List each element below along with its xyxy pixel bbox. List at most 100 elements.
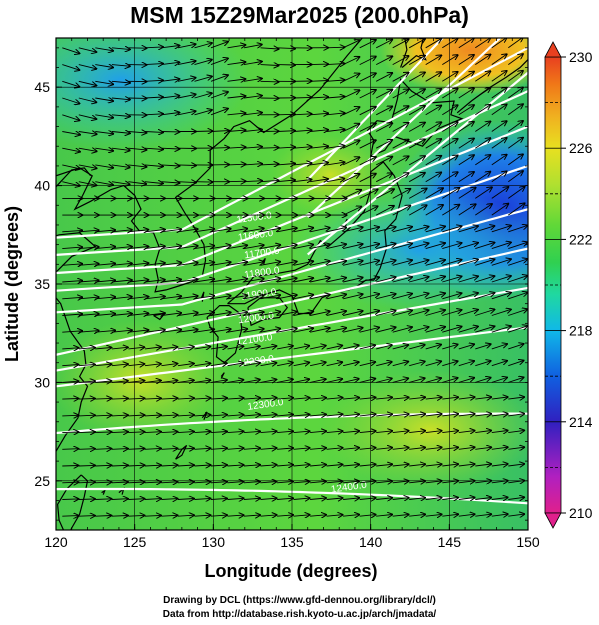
wind-vector (243, 431, 260, 432)
wind-vector (227, 113, 246, 115)
wind-vector (310, 97, 328, 98)
wind-vector (227, 498, 244, 499)
wind-vector (128, 398, 144, 399)
wind-vector (111, 415, 128, 416)
wind-vector (475, 172, 490, 183)
wind-vector (144, 465, 161, 466)
wind-vector (475, 276, 494, 283)
wind-vector (177, 330, 198, 333)
y-tick-label: 45 (34, 79, 50, 95)
wind-vector (260, 448, 277, 449)
wind-vector (310, 465, 326, 466)
wind-vector (210, 498, 227, 499)
wind-vector (376, 244, 395, 250)
wind-vector (293, 515, 310, 516)
wind-vector (425, 89, 442, 99)
wind-vector (359, 414, 376, 416)
wind-vector (293, 398, 310, 399)
wind-vector (144, 381, 161, 383)
wind-vector (442, 310, 461, 316)
wind-vector (342, 207, 361, 216)
wind-vector (508, 514, 524, 516)
wind-vector (194, 262, 215, 265)
x-tick-label: 150 (516, 534, 540, 550)
wind-vector (177, 165, 196, 166)
wind-vector (78, 465, 95, 466)
wind-vector (144, 230, 165, 232)
wind-vector (359, 90, 376, 99)
wind-vector (227, 262, 248, 265)
wind-vector (194, 498, 211, 499)
wind-vector (210, 262, 231, 265)
wind-vector (111, 432, 128, 433)
wind-vector (458, 481, 475, 483)
wind-vector (293, 312, 314, 316)
wind-vector (128, 230, 148, 232)
wind-vector (177, 263, 198, 266)
wind-vector (78, 132, 97, 135)
wind-vector (376, 227, 395, 233)
wind-vector (243, 228, 264, 233)
coastline-segment (206, 305, 243, 364)
wind-vector (458, 55, 474, 65)
wind-vector (425, 514, 442, 516)
wind-vector (144, 114, 163, 115)
wind-vector (62, 348, 78, 349)
wind-vector (95, 247, 115, 249)
wind-vector (277, 228, 297, 233)
wind-vector (310, 431, 326, 433)
wind-vector (326, 261, 347, 266)
wind-vector (260, 346, 277, 349)
wind-vector (210, 296, 231, 299)
wind-vector (78, 331, 99, 333)
wind-vector (111, 347, 128, 349)
wind-vector (128, 297, 148, 299)
wind-vector (95, 348, 111, 349)
wind-vector (95, 449, 111, 450)
wind-vector (392, 378, 409, 383)
wind-vector (177, 78, 196, 82)
wind-vector (111, 230, 132, 232)
wind-vector (458, 38, 474, 49)
colorbar-ticks: 210 214 218 222 226 230 (545, 49, 593, 521)
wind-vector (326, 64, 345, 65)
wind-vector (95, 516, 111, 517)
wind-vector (144, 347, 161, 349)
wind-vector (392, 156, 409, 166)
credit-data: Data from http://database.rish.kyoto-u.a… (162, 609, 437, 620)
wind-vector (491, 204, 509, 216)
wind-vector (277, 431, 293, 432)
wind-vector (177, 499, 194, 500)
wind-vector (442, 139, 457, 149)
wind-vector (375, 73, 392, 82)
wind-vector (310, 64, 328, 65)
wind-vector (62, 264, 82, 266)
wind-vector (227, 329, 248, 332)
wind-vector (277, 448, 293, 449)
wind-vector (475, 138, 490, 149)
wind-vector (376, 311, 395, 316)
wind-vector (508, 54, 523, 65)
wind-vector (442, 378, 457, 383)
wind-vector (227, 79, 246, 81)
wind-vector (458, 464, 475, 466)
wind-vector (128, 465, 144, 466)
wind-vector (392, 206, 411, 216)
wind-vector (243, 245, 264, 250)
wind-vector (392, 327, 412, 333)
wind-vector (111, 165, 130, 168)
wind-vector (128, 132, 146, 133)
wind-vector (177, 61, 196, 66)
wind-vector (144, 80, 163, 81)
wind-vector (326, 228, 347, 233)
wind-vector (508, 464, 524, 466)
wind-vector (508, 88, 523, 99)
wind-vector (293, 163, 312, 165)
wind-vector (227, 465, 244, 466)
wind-vector (260, 48, 279, 49)
wind-vector (161, 182, 179, 183)
wind-vector (491, 309, 511, 316)
x-axis-label: Longitude (degrees) (204, 561, 377, 581)
contour-label: 12100.0 (236, 332, 274, 348)
wind-vector (260, 164, 279, 165)
